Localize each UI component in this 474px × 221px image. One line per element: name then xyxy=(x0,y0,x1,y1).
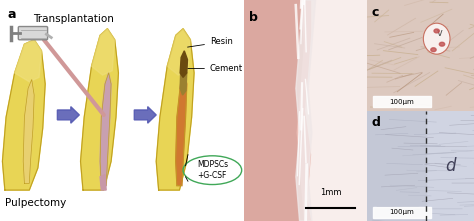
Polygon shape xyxy=(91,29,115,75)
Polygon shape xyxy=(156,29,194,190)
Polygon shape xyxy=(23,80,34,183)
Text: Cement: Cement xyxy=(188,64,243,73)
Bar xyxy=(373,96,431,107)
Bar xyxy=(367,110,426,221)
Text: d: d xyxy=(445,157,456,175)
Text: MDPSCs
+G-CSF: MDPSCs +G-CSF xyxy=(197,160,228,180)
Polygon shape xyxy=(81,29,118,190)
Ellipse shape xyxy=(439,42,445,46)
Text: 100μm: 100μm xyxy=(389,99,414,105)
Polygon shape xyxy=(100,175,106,190)
Bar xyxy=(293,0,367,221)
Text: a: a xyxy=(7,8,16,21)
Polygon shape xyxy=(244,0,303,221)
Text: Resin: Resin xyxy=(188,38,233,47)
Polygon shape xyxy=(296,0,316,221)
Text: d: d xyxy=(372,116,381,129)
Text: Transplantation: Transplantation xyxy=(33,14,114,24)
Polygon shape xyxy=(167,29,191,75)
Text: v: v xyxy=(437,28,443,38)
Bar xyxy=(373,207,431,218)
Polygon shape xyxy=(180,51,188,77)
Text: Pulpectomy: Pulpectomy xyxy=(5,198,66,208)
Polygon shape xyxy=(15,40,42,82)
Polygon shape xyxy=(2,40,45,190)
Text: 100μm: 100μm xyxy=(389,209,414,215)
Polygon shape xyxy=(176,73,187,186)
Polygon shape xyxy=(180,66,187,95)
Ellipse shape xyxy=(431,48,436,52)
Ellipse shape xyxy=(434,29,439,33)
Text: b: b xyxy=(249,11,258,24)
Ellipse shape xyxy=(423,23,450,54)
Polygon shape xyxy=(100,73,111,186)
FancyBboxPatch shape xyxy=(18,27,47,40)
Polygon shape xyxy=(306,0,367,221)
FancyArrow shape xyxy=(134,107,156,123)
FancyArrow shape xyxy=(57,107,79,123)
Text: 1mm: 1mm xyxy=(319,188,341,197)
Text: c: c xyxy=(372,6,379,19)
